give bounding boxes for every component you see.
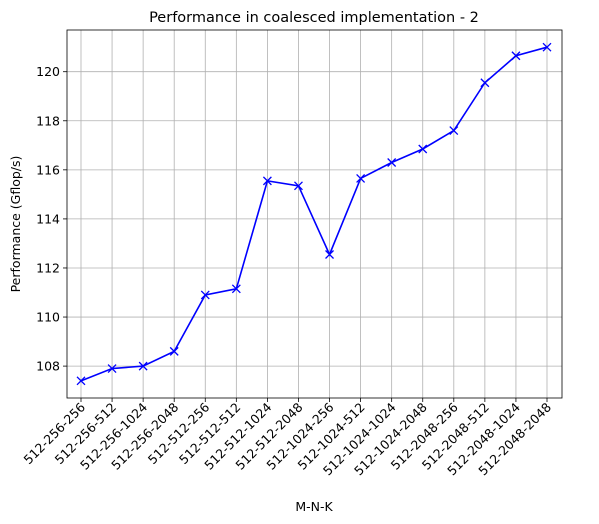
data-point-marker [480,78,490,88]
x-axis-label: M-N-K [295,499,333,514]
data-point-marker [294,181,303,191]
y-tick-label: 112 [36,260,60,275]
y-tick-label: 108 [36,359,60,374]
y-axis-ticks: 108 110 112 114 116 118 120 [36,64,67,374]
series-line [80,46,548,382]
data-point-marker [325,250,334,259]
y-axis-label: Performance (Gflop/s) [8,156,23,293]
y-tick-label: 114 [36,211,60,226]
data-point-marker [449,126,459,136]
data-point-marker [231,284,241,294]
data-point-marker [200,290,210,300]
series-performance [76,42,552,386]
y-tick-label: 110 [36,310,60,325]
plot-frame [66,29,563,399]
data-point-marker [169,346,179,356]
data-point-marker [262,176,272,186]
data-point-marker [138,361,148,371]
data-point-marker [511,51,521,61]
x-axis-ticks: 512-256-256512-256-512512-256-1024512-25… [21,398,554,478]
y-tick-label: 118 [36,113,60,128]
grid-lines [67,30,562,398]
y-tick-label: 116 [36,162,60,177]
data-point-marker [356,173,366,183]
chart-title: Performance in coalesced implementation … [149,10,479,26]
y-tick-label: 120 [36,64,60,79]
data-point-marker [387,158,397,167]
data-point-marker [76,376,86,386]
data-point-marker [107,364,117,374]
data-point-marker [542,42,552,52]
data-point-marker [418,144,428,154]
